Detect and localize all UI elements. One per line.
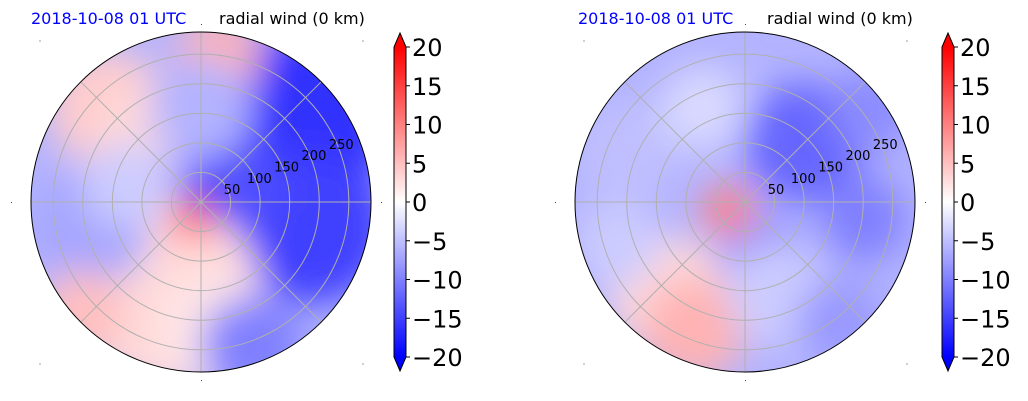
grid-spoke [744, 201, 866, 323]
field-patch [39, 270, 125, 355]
field-layer [31, 32, 371, 372]
outer-tick-dot [362, 363, 364, 365]
grid-spoke [744, 81, 866, 203]
outer-tick-dot [39, 40, 41, 42]
colorbar-tick-label: −10 [960, 267, 1011, 295]
field-patch [821, 176, 907, 262]
colorbar-extend-bottom [942, 357, 954, 371]
grid-spoke [200, 201, 322, 323]
colorbar-tick-label: 20 [412, 34, 443, 62]
colorbar-tick-label: −20 [960, 344, 1011, 372]
radial-tick-label: 150 [818, 161, 843, 176]
outer-tick-dot [745, 24, 746, 25]
grid-spoke [200, 81, 322, 203]
polar-frame [30, 31, 372, 373]
colorbar-tick-label: −10 [412, 267, 463, 295]
outer-tick-dot [906, 40, 908, 42]
radial-tick-label: 250 [329, 138, 354, 153]
colorbar-tick-label: 20 [960, 34, 991, 62]
outer-tick-dot [583, 40, 585, 42]
colorbar: 20 15 10 5 0 −5 −10 −15 −20 [941, 31, 1011, 373]
radial-tick-label: 250 [873, 138, 898, 153]
colorbar-tick-label: −5 [960, 228, 995, 256]
grid-spoke [624, 81, 746, 203]
grid-spoke [80, 201, 202, 323]
outer-tick-dot [925, 202, 926, 203]
field-blobs [31, 32, 371, 372]
outer-tick-dot [39, 363, 41, 365]
colorbar-gradient [394, 47, 406, 357]
colorbar-tick-label: 15 [960, 73, 991, 101]
colorbar-tick-label: −20 [412, 344, 463, 372]
radial-tick-label: 200 [846, 149, 871, 164]
chart-panel-left: 2018-10-08 01 UTC radial wind (0 km) 50 1… [11, 9, 463, 381]
grid-spoke [80, 81, 202, 203]
colorbar-tick-label: 10 [960, 112, 991, 140]
outer-tick-dot [745, 380, 746, 381]
radial-tick-label: 100 [247, 172, 272, 187]
outer-tick-dot [555, 202, 556, 203]
field-patch [575, 100, 677, 202]
colorbar-tick-label: 5 [412, 150, 427, 178]
radial-tick-label: 50 [768, 183, 785, 198]
outer-tick-dot [11, 202, 12, 203]
field-patch [201, 295, 303, 372]
date-label: 2018-10-08 01 UTC [31, 9, 187, 28]
field-patch [172, 198, 213, 240]
field-patch [82, 142, 167, 228]
outer-tick-dot [381, 202, 382, 203]
field-patch [702, 185, 754, 236]
outer-tick-dot [201, 380, 202, 381]
colorbar-tick-label: 5 [960, 150, 975, 178]
polar-grid [575, 32, 915, 372]
chart-panel-right: 2018-10-08 01 UTC radial wind (0 km) 50 1… [546, 0, 1028, 401]
colorbar-extend-top [394, 33, 406, 47]
outer-tick-dot [906, 363, 908, 365]
outer-tick-dot [362, 40, 364, 42]
outer-tick-dot [201, 24, 202, 25]
colorbar-extend-bottom [394, 357, 406, 371]
polar-frame [574, 31, 916, 373]
radial-tick-label: 50 [224, 183, 241, 198]
field-patch [796, 278, 881, 364]
field-patch [660, 66, 745, 151]
field-patch [575, 202, 660, 287]
date-label: 2018-10-08 01 UTC [578, 9, 734, 28]
colorbar-tick-label: 10 [412, 112, 443, 140]
radial-tick-label: 100 [791, 172, 816, 187]
colorbar-tick-label: 0 [412, 189, 427, 217]
colorbar-tick-label: 15 [412, 73, 443, 101]
colorbar-gradient [942, 47, 954, 357]
colorbar-tick-label: −5 [412, 228, 447, 256]
colorbar-tick-label: −15 [960, 305, 1011, 333]
colorbar-tick-label: 0 [960, 189, 975, 217]
radial-tick-label: 200 [302, 149, 327, 164]
outer-tick-dot [583, 363, 585, 365]
colorbar: 20 15 10 5 0 −5 −10 −15 −20 [393, 31, 463, 373]
colorbar-extend-top [942, 33, 954, 47]
polar-grid [31, 32, 371, 372]
grid-spoke [624, 201, 746, 323]
chart-title: radial wind (0 km) [767, 9, 913, 28]
chart-title: radial wind (0 km) [219, 9, 365, 28]
colorbar-tick-label: −15 [412, 305, 463, 333]
radial-tick-label: 150 [274, 161, 299, 176]
